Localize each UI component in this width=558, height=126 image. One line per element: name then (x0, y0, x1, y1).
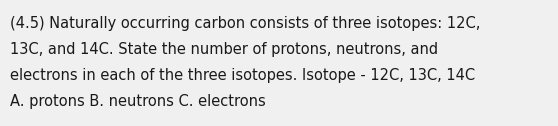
Text: (4.5) Naturally occurring carbon consists of three isotopes: 12C,: (4.5) Naturally occurring carbon consist… (10, 16, 480, 31)
Text: 13C, and 14C. State the number of protons, neutrons, and: 13C, and 14C. State the number of proton… (10, 42, 438, 57)
Text: electrons in each of the three isotopes. Isotope - 12C, 13C, 14C: electrons in each of the three isotopes.… (10, 68, 475, 83)
Text: A. protons B. neutrons C. electrons: A. protons B. neutrons C. electrons (10, 94, 266, 109)
